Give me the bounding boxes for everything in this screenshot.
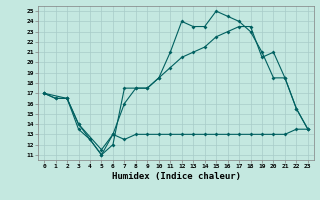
X-axis label: Humidex (Indice chaleur): Humidex (Indice chaleur) bbox=[111, 172, 241, 181]
